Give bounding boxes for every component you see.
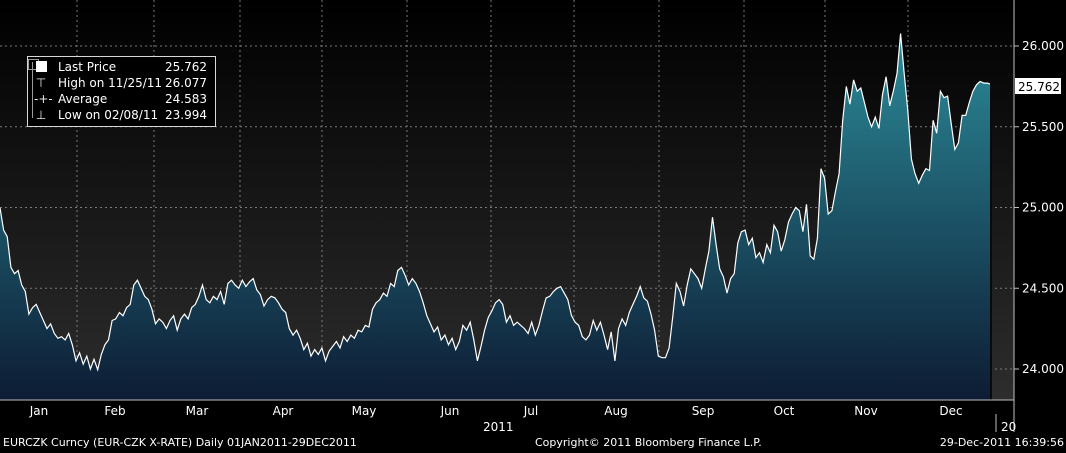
- last-price-tag: 25.762: [1018, 80, 1060, 94]
- legend-last-price-value: 25.762: [165, 60, 207, 74]
- footer-copyright: Copyright© 2011 Bloomberg Finance L.P.: [535, 436, 762, 449]
- legend-average-value: 24.583: [165, 92, 207, 106]
- legend-high-label: High on 11/25/11: [58, 76, 163, 90]
- x-tick-label: Sep: [692, 404, 715, 418]
- legend-last-price-label: Last Price: [58, 60, 117, 74]
- x-tick-label: Nov: [854, 404, 877, 418]
- y-tick-label: 24.000: [1022, 362, 1064, 376]
- legend: Last Price 25.762 ⊤ High on 11/25/11 26.…: [27, 56, 216, 127]
- low-marker-icon: ⊥: [35, 108, 47, 122]
- legend-low-value: 23.994: [165, 108, 207, 122]
- x-tick-label: Aug: [604, 404, 627, 418]
- white-square-icon: [34, 59, 48, 75]
- x-axis: Jan Feb Mar Apr May Jun Jul Aug Sep Oct Nov Dec: [29, 404, 963, 418]
- x-tick-label: Jun: [440, 404, 460, 418]
- legend-bracket: [32, 62, 37, 118]
- last-price-marker: 25.762: [1015, 78, 1061, 94]
- next-year-label: 20: [1001, 420, 1016, 434]
- y-tick-label: 25.500: [1022, 120, 1064, 134]
- legend-high-value: 26.077: [165, 76, 207, 90]
- x-tick-label: Oct: [774, 404, 795, 418]
- average-marker-icon: -+-: [34, 92, 53, 106]
- legend-low: ⊥ Low on 02/08/11 23.994: [32, 107, 211, 123]
- x-tick-label: May: [352, 404, 377, 418]
- x-tick-label: Feb: [104, 404, 125, 418]
- y-tick-label: 24.500: [1022, 281, 1064, 295]
- high-marker-icon: ⊤: [35, 76, 47, 90]
- x-tick-label: Dec: [939, 404, 962, 418]
- y-axis: 24.000 24.500 25.000 25.500 26.000: [1014, 39, 1064, 376]
- legend-low-label: Low on 02/08/11: [58, 108, 159, 122]
- footer-timestamp: 29-Dec-2011 16:39:56: [939, 436, 1064, 449]
- x-tick-label: Mar: [186, 404, 209, 418]
- price-line: [0, 33, 992, 372]
- footer-ticker: EURCZK Curncy (EUR-CZK X-RATE) Daily 01J…: [3, 436, 357, 449]
- y-tick-label: 26.000: [1022, 39, 1064, 53]
- legend-average: -+- Average 24.583: [32, 91, 211, 107]
- legend-high: ⊤ High on 11/25/11 26.077: [32, 75, 211, 91]
- x-tick-label: Jan: [29, 404, 49, 418]
- year-label: 2011: [483, 420, 514, 434]
- x-tick-label: Apr: [273, 404, 294, 418]
- price-area: [0, 33, 991, 400]
- legend-average-label: Average: [58, 92, 108, 106]
- x-tick-label: Jul: [523, 404, 538, 418]
- y-tick-label: 25.000: [1022, 201, 1064, 215]
- legend-last-price: Last Price 25.762: [32, 59, 211, 75]
